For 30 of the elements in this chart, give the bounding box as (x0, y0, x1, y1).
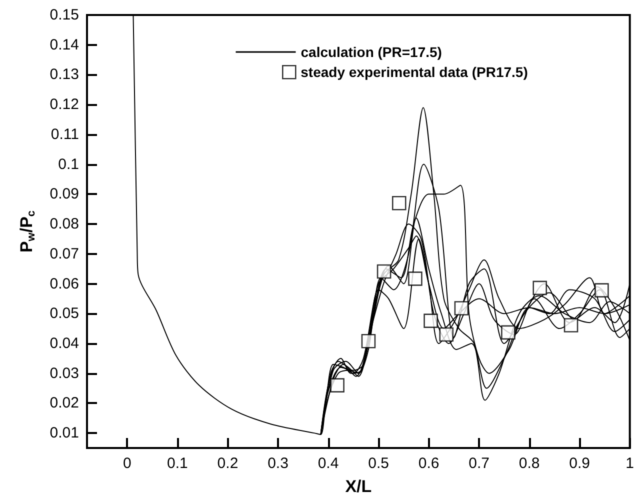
x-tick-label: 0.1 (167, 455, 188, 472)
x-tick-label: 0.9 (569, 455, 590, 472)
x-tick-label: 0.4 (318, 455, 339, 472)
y-tick-label: 0.01 (50, 424, 79, 442)
legend-label: calculation (PR=17.5) (300, 44, 442, 60)
y-tick-label: 0.12 (50, 96, 79, 114)
x-tick-label: 0.2 (217, 455, 238, 472)
x-tick-label: 0.6 (418, 455, 440, 472)
y-tick-label: 0.07 (50, 245, 79, 262)
y-tick-label: 0.05 (50, 305, 79, 322)
y-tick-label: 0.08 (50, 216, 79, 233)
y-axis-title: Pw/Pc (17, 210, 38, 253)
y-tick-label: 0.03 (50, 364, 79, 382)
y-tick-label: 0.02 (50, 394, 79, 412)
y-tick-label: 0.1 (58, 156, 79, 173)
legend-label: steady experimental data (PR17.5) (300, 64, 528, 80)
x-tick-label: 0.3 (268, 455, 288, 472)
y-tick-label: 0.14 (50, 36, 79, 54)
x-tick-label: 1 (626, 455, 634, 472)
y-tick-label: 0.09 (50, 186, 79, 203)
x-tick-label: 0 (123, 455, 132, 472)
y-tick-label: 0.15 (50, 6, 79, 24)
x-tick-label: 0.8 (518, 455, 540, 472)
y-tick-label: 0.06 (50, 275, 79, 292)
x-axis-title: X/L (345, 477, 372, 496)
y-tick-label: 0.13 (50, 66, 79, 84)
x-tick-label: 0.7 (468, 455, 490, 472)
x-tick-label: 0.5 (368, 455, 389, 472)
y-tick-label: 0.11 (50, 126, 79, 143)
y-tick-label: 0.04 (50, 334, 79, 352)
